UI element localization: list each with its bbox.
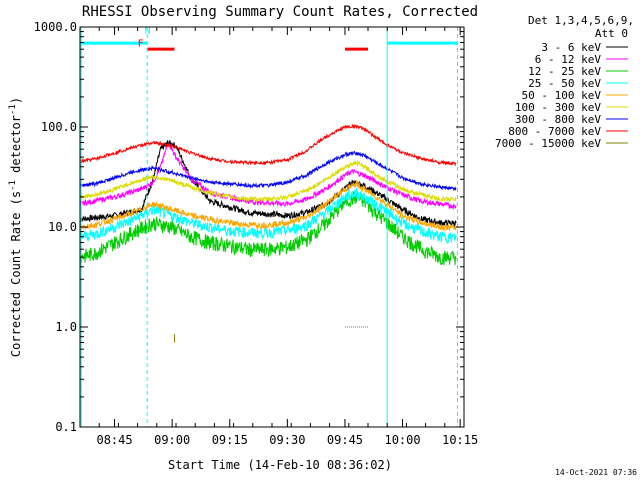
y-axis-label-part3: ) <box>9 97 23 104</box>
x-tick-label: 09:30 <box>269 433 305 447</box>
series-line <box>79 179 457 232</box>
x-axis: 08:45 09:00 09:15 09:30 09:45 10:00 10:15 <box>79 27 478 447</box>
legend-item-label: 3 - 6 keV <box>541 41 601 54</box>
legend-item-label: 6 - 12 keV <box>535 53 602 66</box>
series-line <box>79 139 457 228</box>
y-tick-label: 0.1 <box>55 420 77 434</box>
annotation-label: N <box>145 26 151 37</box>
legend-item-label: 800 - 7000 keV <box>508 125 601 138</box>
y-axis-label-part2: detector <box>9 115 23 180</box>
legend-item-label: 12 - 25 keV <box>528 65 601 78</box>
x-tick-label: 09:15 <box>212 433 248 447</box>
legend-item-label: 7000 - 15000 keV <box>495 137 601 150</box>
series-line <box>79 143 457 211</box>
x-tick-label: 09:00 <box>154 433 190 447</box>
timestamp: 14-Oct-2021 07:36 <box>555 468 637 477</box>
x-tick-label: 09:45 <box>327 433 363 447</box>
x-tick-label: 10:00 <box>384 433 420 447</box>
legend-item-label: 100 - 300 keV <box>515 101 601 114</box>
x-axis-label: Start Time (14-Feb-10 08:36:02) <box>168 458 392 472</box>
y-tick-label: 1.0 <box>55 320 77 334</box>
legend-item-label: 300 - 800 keV <box>515 113 601 126</box>
y-tick-label: 1000.0 <box>34 20 77 34</box>
series-line <box>79 187 457 244</box>
legend-header-detectors: Det 1,3,4,5,6,9, <box>528 14 634 27</box>
annotation-label: F <box>138 38 144 49</box>
legend-item-label: 50 - 100 keV <box>522 89 602 102</box>
y-tick-label: 10.0 <box>48 220 77 234</box>
y-axis-label: Corrected Count Rate (s-1 detector-1) <box>8 97 23 357</box>
series-line <box>79 150 457 192</box>
y-axis-label-part1: Corrected Count Rate (s <box>9 191 23 357</box>
x-tick-label: 08:45 <box>96 433 132 447</box>
y-tick-label: 100.0 <box>41 120 77 134</box>
series-line <box>79 160 457 203</box>
y-axis-label-sup: -1 <box>8 180 18 191</box>
chart-title: RHESSI Observing Summary Count Rates, Co… <box>82 4 478 20</box>
x-tick-label: 10:15 <box>442 433 478 447</box>
legend-header-attenuator: Att 0 <box>595 27 628 40</box>
legend-item-label: 25 - 50 keV <box>528 77 601 90</box>
series-line <box>79 190 457 266</box>
y-axis-label-sup2: -1 <box>8 104 18 115</box>
series-line <box>79 123 457 167</box>
